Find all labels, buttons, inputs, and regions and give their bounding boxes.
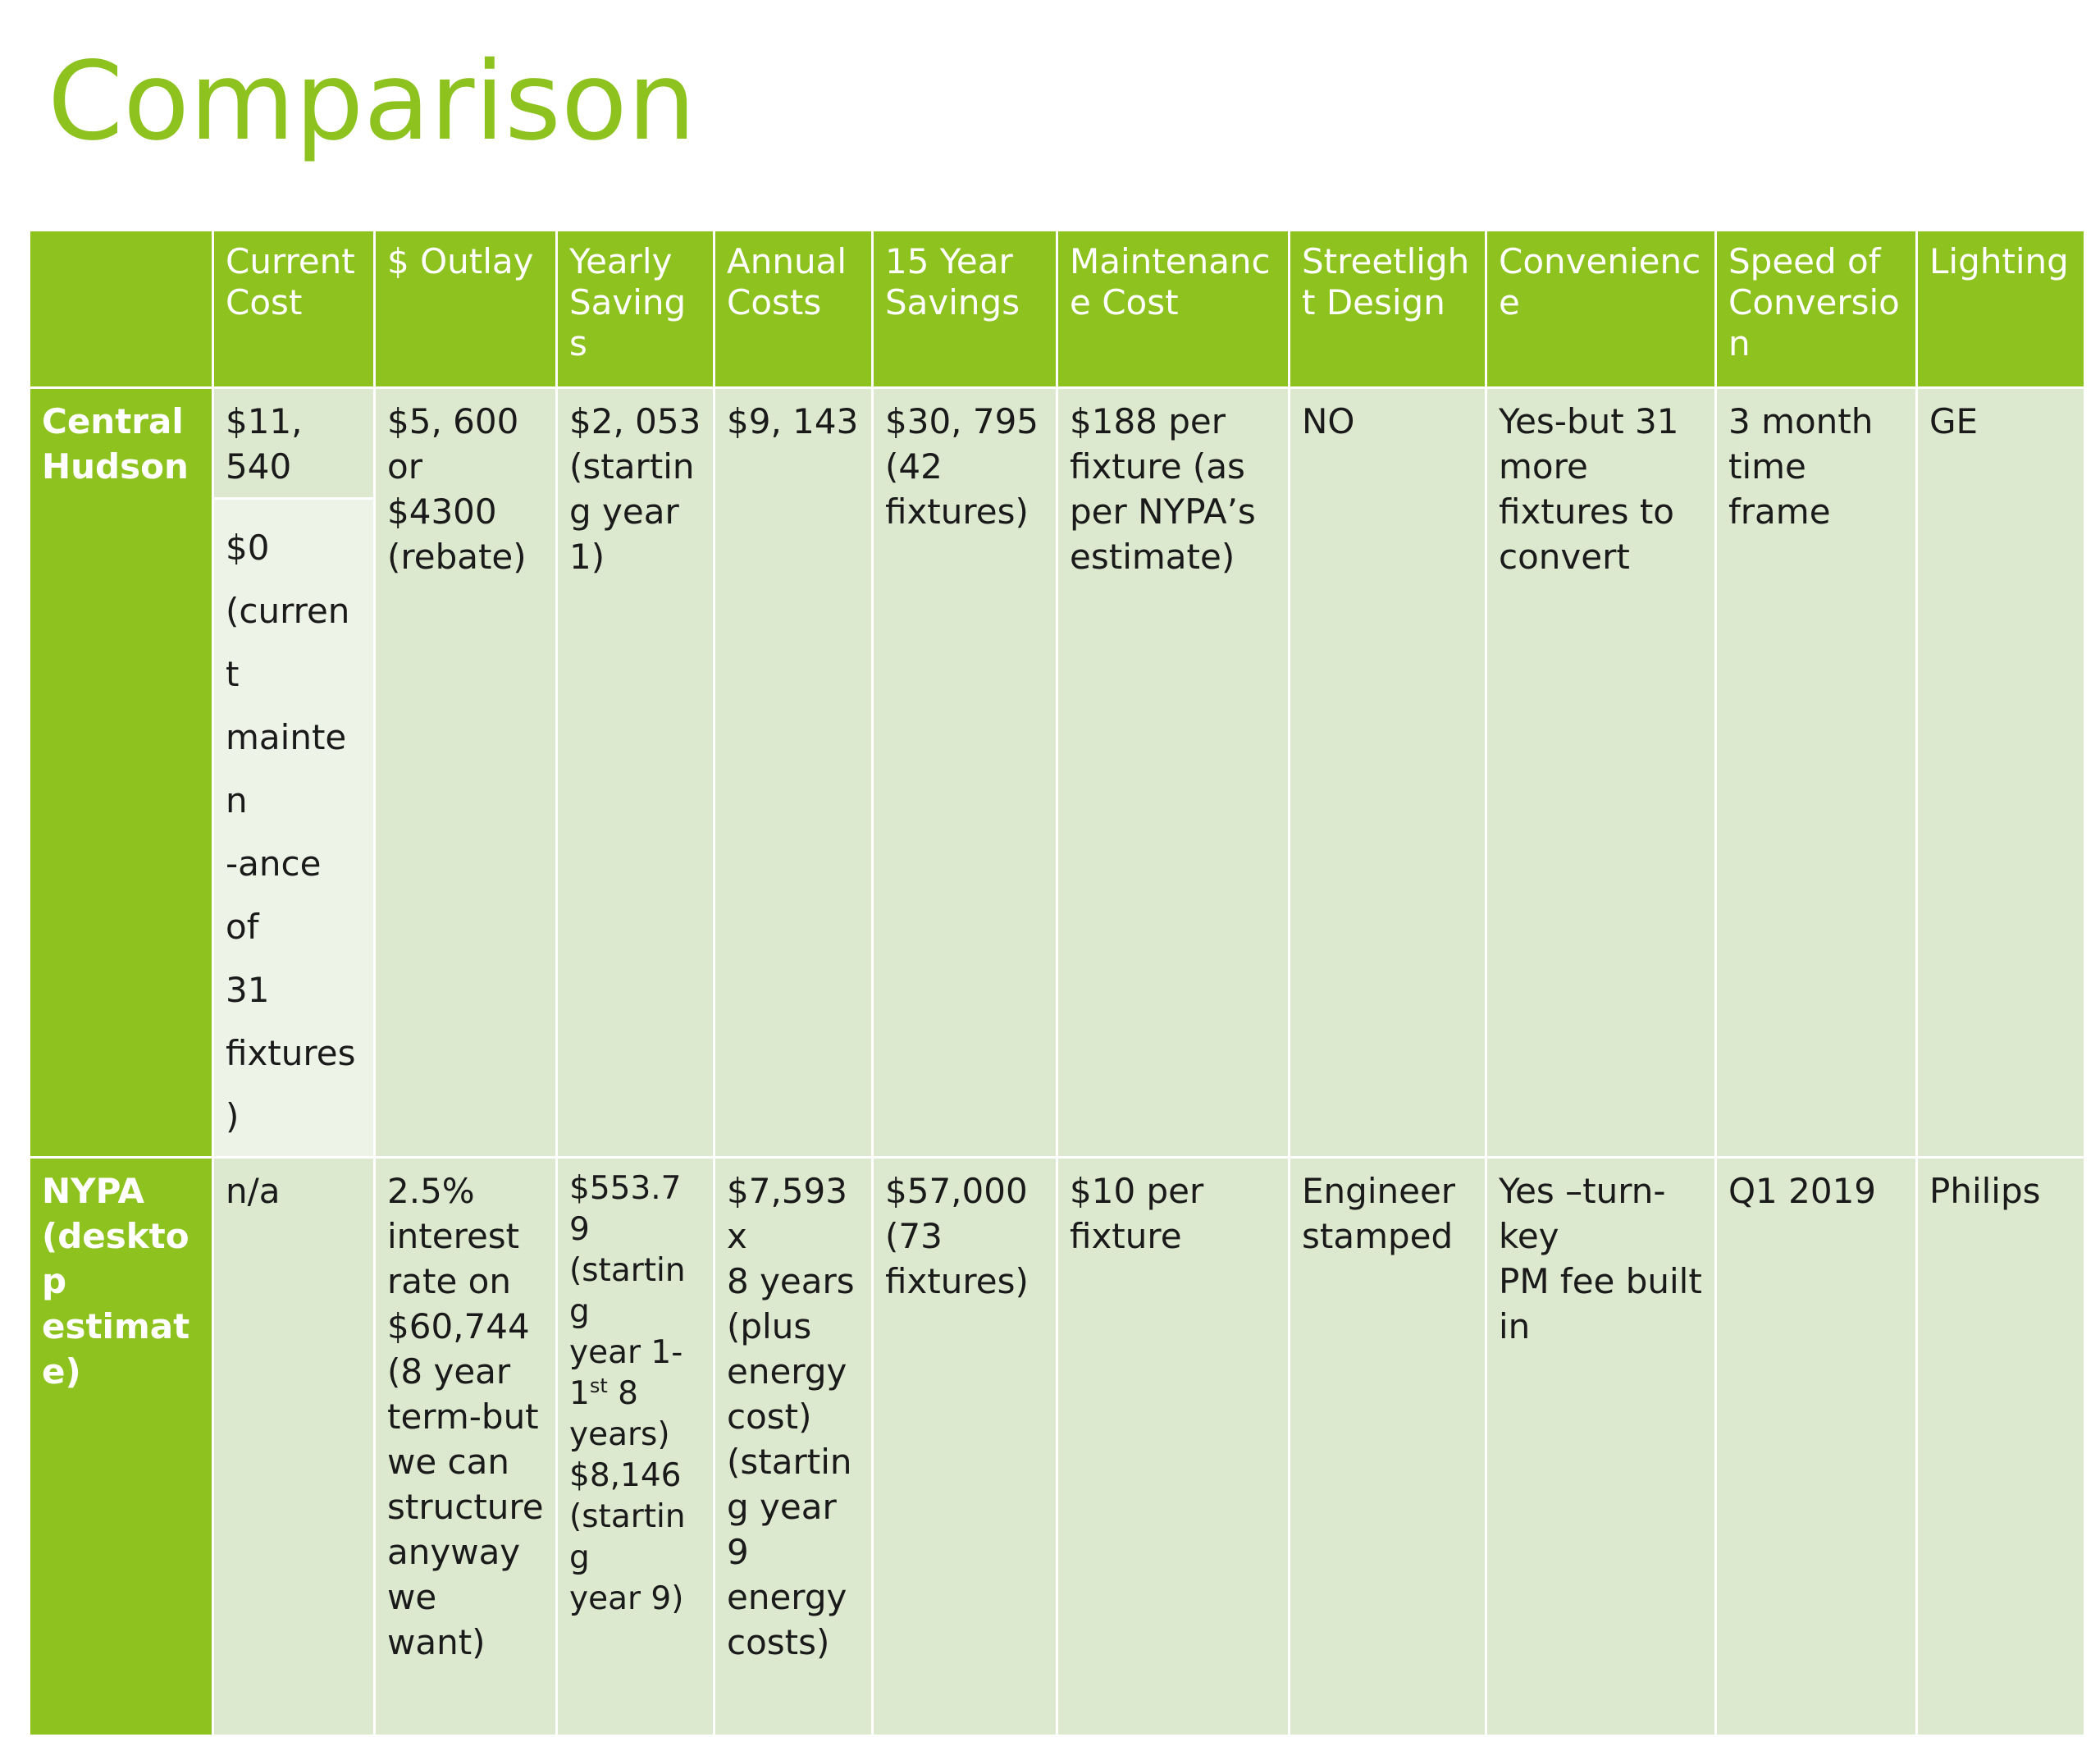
- central-hudson-lighting: GE: [1915, 386, 2086, 1159]
- row-label-nypa: NYPA (desktop estimate): [28, 1156, 214, 1737]
- nypa-yearly-savings: $553.79 (starting year 1- 1st 8 years) $…: [555, 1156, 715, 1737]
- central-hudson-convenience: Yes-but 31 more fixtures to convert: [1485, 386, 1717, 1159]
- slide-title: Comparison: [48, 39, 696, 165]
- central-hudson-outlay: $5, 600 or $4300 (rebate): [373, 386, 558, 1159]
- nypa-lighting: Philips: [1915, 1156, 2086, 1737]
- header-yearly-savings: Yearly Savings: [555, 229, 715, 389]
- row-label-central-hudson: Central Hudson: [28, 386, 214, 1159]
- header-cell-empty: [28, 229, 214, 389]
- header-speed-of-conversion: Speed of Conversion: [1714, 229, 1918, 389]
- central-hudson-row: Central Hudson $11, 540 $5, 600 or $4300…: [28, 386, 2086, 1159]
- header-outlay: $ Outlay: [373, 229, 558, 389]
- header-lighting: Lighting: [1915, 229, 2086, 389]
- central-hudson-speed-of-conversion: 3 month time frame: [1714, 386, 1918, 1159]
- nypa-annual-costs: $7,593 x 8 years (plus energy cost) (sta…: [713, 1156, 874, 1737]
- nypa-current-cost: n/a: [212, 1156, 376, 1737]
- nypa-outlay: 2.5% interest rate on $60,744 (8 year te…: [373, 1156, 558, 1737]
- header-current-cost: Current Cost: [212, 229, 376, 389]
- nypa-15-year-savings: $57,000 (73 fixtures): [871, 1156, 1058, 1737]
- header-streetlight-design: Streetlight Design: [1288, 229, 1487, 389]
- nypa-convenience: Yes –turn- key PM fee built in: [1485, 1156, 1717, 1737]
- central-hudson-current-cost: $11, 540: [212, 386, 376, 500]
- central-hudson-current-maintenance: $0 (current mainten -ance of 31 fixtures…: [212, 497, 376, 1159]
- header-15-year-savings: 15 Year Savings: [871, 229, 1058, 389]
- central-hudson-maintenance-cost: $188 per fixture (as per NYPA’s estimate…: [1056, 386, 1290, 1159]
- nypa-streetlight-design: Engineer stamped: [1288, 1156, 1487, 1737]
- nypa-row: NYPA (desktop estimate) n/a 2.5% interes…: [28, 1156, 2086, 1737]
- slide: Comparison Current Cost $ Outlay Yearly …: [28, 39, 2086, 1737]
- central-hudson-annual-costs: $9, 143: [713, 386, 874, 1159]
- comparison-table: Current Cost $ Outlay Yearly Savings Ann…: [28, 229, 2086, 1737]
- central-hudson-15-year-savings: $30, 795 (42 fixtures): [871, 386, 1058, 1159]
- nypa-yearly-savings-part1: $553.79 (starting year 1- 1: [569, 1170, 686, 1412]
- header-annual-costs: Annual Costs: [713, 229, 874, 389]
- central-hudson-yearly-savings: $2, 053 (startin g year 1): [555, 386, 715, 1159]
- header-convenience: Convenience: [1485, 229, 1717, 389]
- nypa-speed-of-conversion: Q1 2019: [1714, 1156, 1918, 1737]
- nypa-yearly-savings-superscript: st: [589, 1374, 608, 1397]
- header-maintenance-cost: Maintenance Cost: [1056, 229, 1290, 389]
- central-hudson-streetlight-design: NO: [1288, 386, 1487, 1159]
- central-hudson-subrow: $0 (current mainten -ance of 31 fixtures…: [30, 497, 2085, 1159]
- header-row: Current Cost $ Outlay Yearly Savings Ann…: [28, 229, 2086, 389]
- nypa-maintenance-cost: $10 per fixture: [1056, 1156, 1290, 1737]
